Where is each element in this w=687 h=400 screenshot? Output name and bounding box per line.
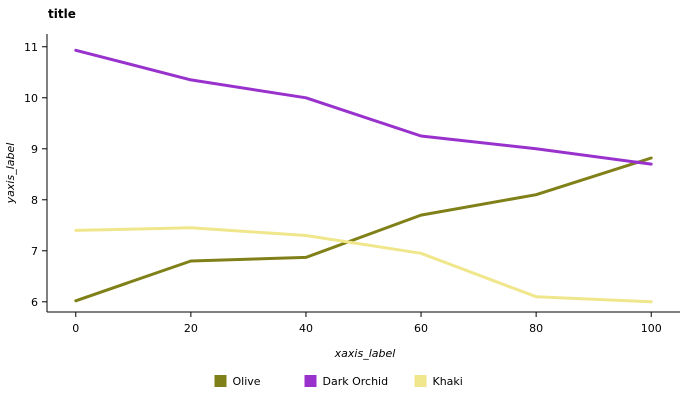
- y-tick-label: 6: [31, 296, 38, 309]
- y-tick-label: 8: [31, 194, 38, 207]
- x-tick-label: 80: [529, 322, 543, 335]
- y-tick-label: 11: [24, 41, 38, 54]
- y-ticks: 6 7 8 9 10 11: [24, 41, 47, 309]
- legend: Olive Dark Orchid Khaki: [214, 375, 463, 388]
- x-tick-label: 100: [641, 322, 662, 335]
- y-tick-label: 10: [24, 92, 38, 105]
- y-tick-label: 9: [31, 143, 38, 156]
- series-line-dark-orchid: [74, 48, 653, 166]
- series-line-olive: [74, 156, 653, 303]
- legend-swatch-khaki: [414, 375, 427, 387]
- x-tick-label: 20: [184, 322, 198, 335]
- y-tick-label: 7: [31, 245, 38, 258]
- legend-label-olive: Olive: [233, 375, 261, 388]
- chart-title: title: [48, 7, 76, 21]
- x-axis-label: xaxis_label: [334, 347, 396, 360]
- x-tick-label: 0: [72, 322, 79, 335]
- y-axis-label: yaxis_label: [4, 143, 17, 205]
- x-tick-label: 60: [414, 322, 428, 335]
- x-tick-label: 40: [299, 322, 313, 335]
- series-line-khaki: [74, 226, 653, 304]
- axes: [46, 34, 680, 313]
- legend-swatch-dark-orchid: [304, 375, 317, 387]
- legend-label-dark-orchid: Dark Orchid: [323, 375, 389, 388]
- series-lines: [74, 48, 653, 304]
- legend-label-khaki: Khaki: [433, 375, 463, 388]
- x-ticks: 0 20 40 60 80 100: [72, 312, 662, 335]
- legend-swatch-olive: [214, 375, 227, 387]
